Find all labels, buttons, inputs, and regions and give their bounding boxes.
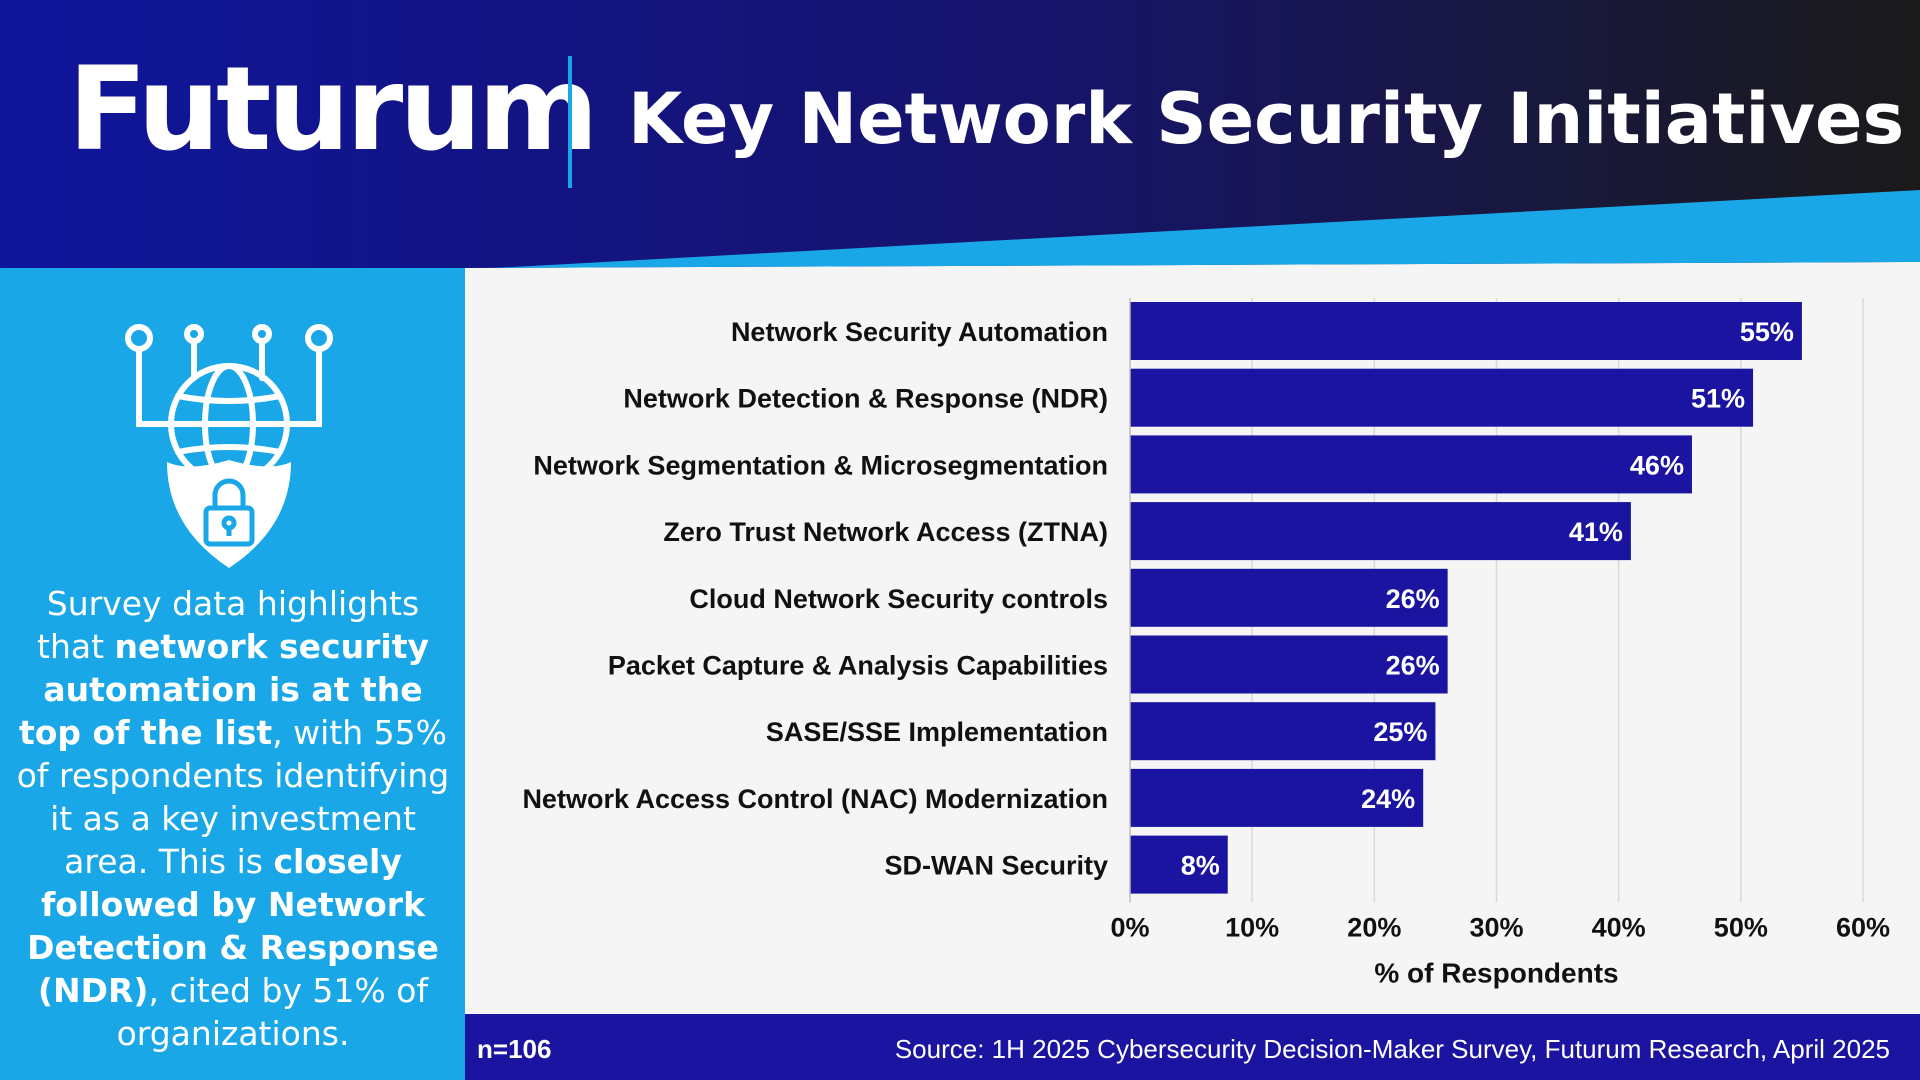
bar xyxy=(1130,702,1436,761)
category-label: Network Detection & Response (NDR) xyxy=(623,384,1108,414)
summary-highlight-1: network security automation is at the to… xyxy=(18,627,429,752)
header-divider xyxy=(568,56,572,188)
bar xyxy=(1130,568,1448,627)
x-tick-label: 0% xyxy=(1110,912,1149,942)
bar-value-label: 41% xyxy=(1569,517,1623,547)
x-tick-label: 50% xyxy=(1714,912,1768,942)
futurum-logo: Futurum xyxy=(68,42,599,177)
bar-value-label: 26% xyxy=(1386,651,1440,681)
x-tick-label: 60% xyxy=(1836,912,1890,942)
bar xyxy=(1130,768,1424,827)
category-label: Cloud Network Security controls xyxy=(689,584,1108,614)
x-axis-title: % of Respondents xyxy=(1374,957,1618,988)
summary-text: Survey data highlights that network secu… xyxy=(14,582,452,1055)
category-label: Network Security Automation xyxy=(731,317,1108,347)
category-label: SD-WAN Security xyxy=(884,851,1108,881)
category-label: Zero Trust Network Access (ZTNA) xyxy=(663,517,1108,547)
bar-value-label: 25% xyxy=(1373,717,1427,747)
footer-bar: n=106 Source: 1H 2025 Cybersecurity Deci… xyxy=(465,1014,1920,1080)
x-tick-label: 20% xyxy=(1347,912,1401,942)
globe-shield-lock-icon xyxy=(125,324,333,568)
bar xyxy=(1130,368,1754,427)
bar xyxy=(1130,302,1802,360)
category-label: Network Segmentation & Microsegmentation xyxy=(533,450,1108,480)
bar xyxy=(1130,435,1692,494)
bar-value-label: 51% xyxy=(1691,384,1745,414)
x-tick-label: 40% xyxy=(1592,912,1646,942)
x-tick-label: 30% xyxy=(1469,912,1523,942)
x-tick-label: 10% xyxy=(1225,912,1279,942)
sample-size: n=106 xyxy=(477,1034,552,1064)
category-label: Network Access Control (NAC) Modernizati… xyxy=(522,784,1108,814)
bar xyxy=(1130,502,1631,561)
category-label: Packet Capture & Analysis Capabilities xyxy=(608,651,1108,681)
category-label: SASE/SSE Implementation xyxy=(766,717,1108,747)
bar xyxy=(1130,835,1228,894)
bar-value-label: 26% xyxy=(1386,584,1440,614)
bar-value-label: 8% xyxy=(1181,851,1220,881)
summary-part-3: , cited by 51% of organizations. xyxy=(116,971,429,1053)
bar-value-label: 46% xyxy=(1630,450,1684,480)
summary-part-1: Survey data highlights that xyxy=(37,584,420,666)
bar-chart: 0% 10% 20% 30% 40% 50% 60% Network Security Aut… xyxy=(465,268,1920,1014)
summary-highlight-2: closely followed by Network Detection & … xyxy=(27,842,439,1010)
source-note: Source: 1H 2025 Cybersecurity Decision-M… xyxy=(894,1034,1890,1064)
page-title: Key Network Security Initiatives xyxy=(628,78,1905,160)
header-banner: Futurum Key Network Security Initiatives xyxy=(0,0,1920,300)
summary-part-2: , with 55% of respondents identifying it… xyxy=(16,713,450,881)
bar-value-label: 55% xyxy=(1740,317,1794,347)
bar xyxy=(1130,635,1448,694)
bar-value-label: 24% xyxy=(1361,784,1415,814)
